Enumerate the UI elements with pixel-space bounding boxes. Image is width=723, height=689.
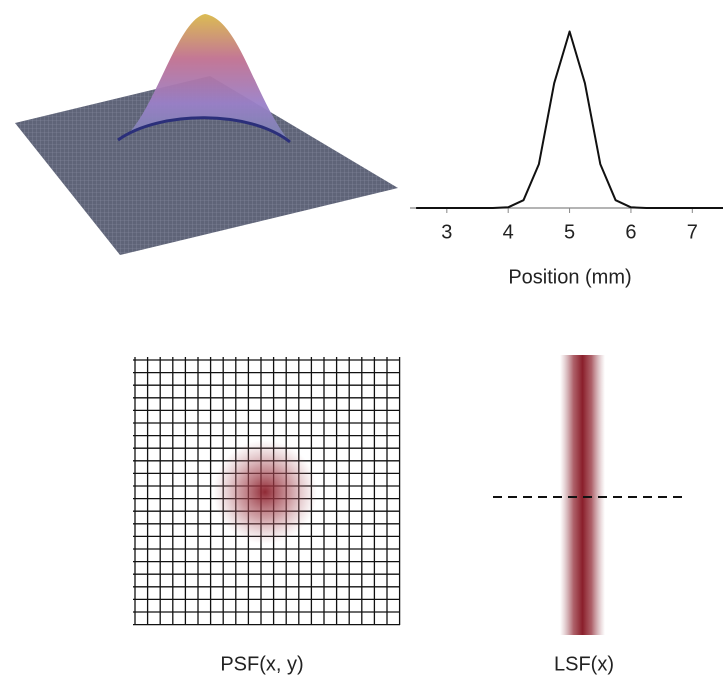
surface-plot — [15, 14, 398, 255]
x-tick-label: 3 — [441, 221, 452, 243]
figure: Position (mm) 3 4 5 6 7 PSF(x, y) LSF(x) — [0, 0, 723, 684]
x-axis-label: Position (mm) — [508, 266, 631, 288]
x-tick-label: 6 — [625, 221, 636, 243]
psf-spot — [213, 440, 317, 544]
lsf-label: LSF(x) — [554, 653, 614, 675]
x-tick-label: 4 — [503, 221, 514, 243]
line-chart: Position (mm) 3 4 5 6 7 — [410, 32, 723, 289]
line-series — [416, 32, 723, 209]
lsf-band — [560, 355, 605, 635]
x-tick-label: 5 — [564, 221, 575, 243]
psf-label: PSF(x, y) — [220, 653, 303, 675]
x-tick-label: 7 — [687, 221, 698, 243]
